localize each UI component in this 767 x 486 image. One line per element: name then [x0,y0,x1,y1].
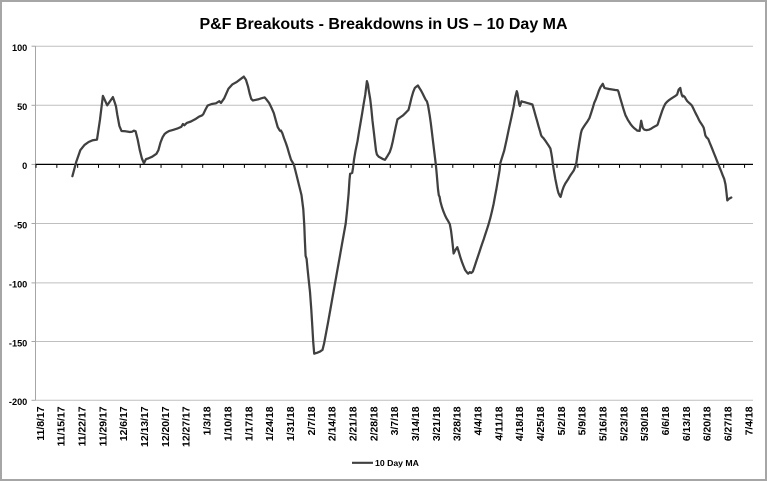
svg-text:1/17/18: 1/17/18 [244,406,255,441]
svg-text:12/27/17: 12/27/17 [182,406,193,447]
svg-text:1/31/18: 1/31/18 [286,406,297,441]
svg-text:3/7/18: 3/7/18 [390,406,401,435]
svg-text:6/27/18: 6/27/18 [724,406,735,441]
svg-text:5/16/18: 5/16/18 [599,406,610,441]
svg-text:11/22/17: 11/22/17 [78,406,89,446]
svg-text:4/25/18: 4/25/18 [536,406,547,441]
svg-text:2/28/18: 2/28/18 [369,406,380,441]
svg-text:3/21/18: 3/21/18 [432,406,443,441]
svg-text:5/23/18: 5/23/18 [619,406,630,441]
svg-text:4/4/18: 4/4/18 [473,406,484,435]
svg-text:0: 0 [22,161,27,171]
svg-text:-150: -150 [9,338,27,348]
svg-text:2/21/18: 2/21/18 [348,406,359,441]
svg-text:6/6/18: 6/6/18 [661,406,672,435]
svg-text:6/13/18: 6/13/18 [682,406,693,441]
svg-text:1/10/18: 1/10/18 [223,406,234,441]
svg-text:5/2/18: 5/2/18 [557,406,568,435]
svg-text:1/24/18: 1/24/18 [265,406,276,441]
svg-text:7/4/18: 7/4/18 [744,406,755,435]
svg-text:12/13/17: 12/13/17 [140,406,151,447]
svg-text:12/6/17: 12/6/17 [119,406,130,441]
svg-text:3/28/18: 3/28/18 [453,406,464,441]
svg-text:-200: -200 [9,397,27,407]
svg-text:2/7/18: 2/7/18 [307,406,318,435]
svg-text:2/14/18: 2/14/18 [328,406,339,441]
svg-text:1/3/18: 1/3/18 [203,406,214,435]
svg-text:4/18/18: 4/18/18 [515,406,526,441]
svg-text:11/29/17: 11/29/17 [98,406,109,446]
svg-text:12/20/17: 12/20/17 [161,406,172,447]
svg-text:5/9/18: 5/9/18 [578,406,589,435]
svg-text:11/8/17: 11/8/17 [36,406,47,440]
svg-text:50: 50 [17,102,27,112]
svg-text:-50: -50 [14,220,27,230]
svg-text:3/14/18: 3/14/18 [411,406,422,441]
svg-text:4/11/18: 4/11/18 [494,406,505,440]
svg-text:P&F Breakouts - Breakdowns in: P&F Breakouts - Breakdowns in US – 10 Da… [199,16,568,33]
svg-text:11/15/17: 11/15/17 [57,406,68,446]
svg-text:6/20/18: 6/20/18 [703,406,714,441]
svg-text:-100: -100 [9,280,27,290]
svg-text:100: 100 [12,43,27,53]
svg-text:10 Day MA: 10 Day MA [375,458,420,468]
svg-text:5/30/18: 5/30/18 [640,406,651,441]
